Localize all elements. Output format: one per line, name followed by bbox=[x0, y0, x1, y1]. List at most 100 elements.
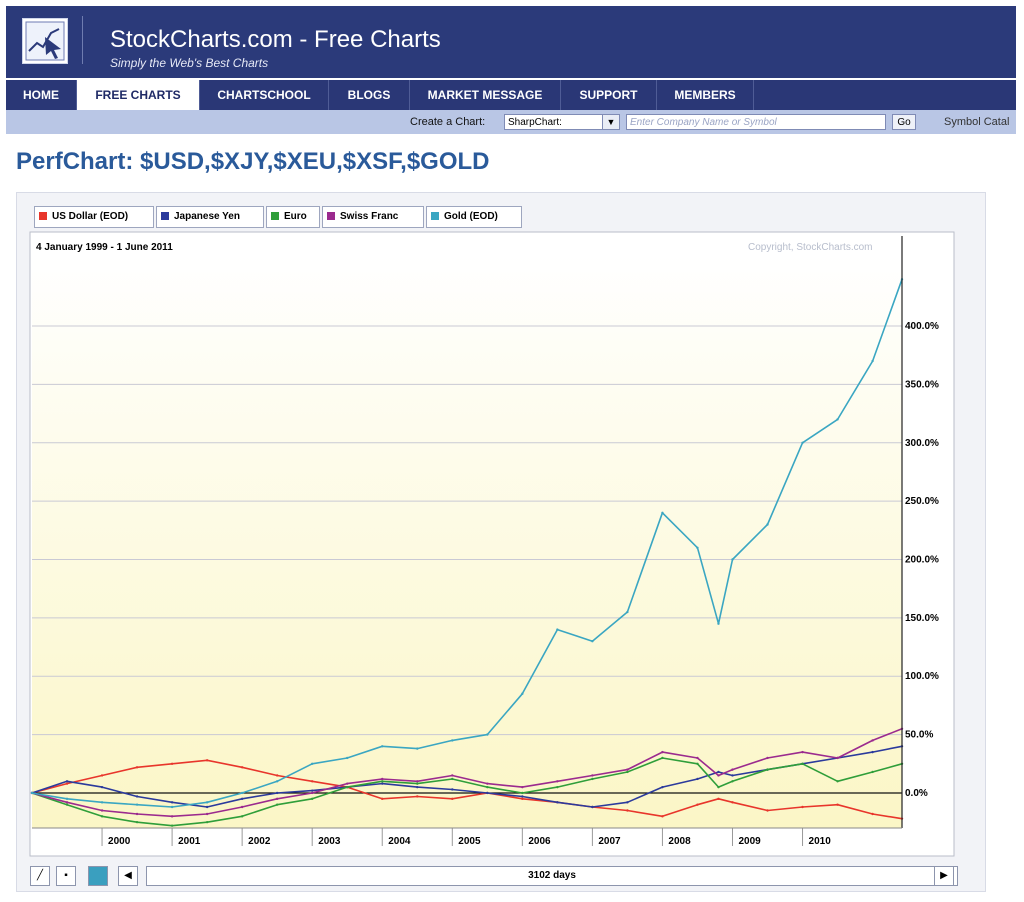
data-point bbox=[135, 803, 139, 806]
data-point bbox=[766, 809, 769, 812]
nav-free-charts[interactable]: FREE CHARTS bbox=[77, 80, 200, 110]
data-point bbox=[416, 785, 419, 789]
y-tick-label: 200.0% bbox=[905, 555, 939, 566]
data-point bbox=[100, 809, 104, 812]
stockcharts-logo[interactable] bbox=[22, 18, 68, 64]
legend-japanese-yen[interactable]: Japanese Yen bbox=[156, 206, 264, 228]
legend-swatch bbox=[161, 212, 169, 220]
site-tagline: Simply the Web's Best Charts bbox=[110, 56, 269, 70]
legend-swiss-franc[interactable]: Swiss Franc bbox=[322, 206, 424, 228]
data-point bbox=[381, 780, 384, 783]
data-point bbox=[381, 782, 384, 785]
data-point bbox=[416, 780, 419, 783]
legend-swatch bbox=[431, 212, 439, 220]
data-point bbox=[170, 815, 174, 818]
data-point bbox=[240, 797, 244, 801]
data-point bbox=[205, 805, 209, 809]
data-point bbox=[205, 759, 209, 762]
time-scrollbar[interactable]: 3102 days bbox=[146, 866, 958, 886]
legend-gold[interactable]: Gold (EOD) bbox=[426, 206, 522, 228]
symbol-catalog-link[interactable]: Symbol Catal bbox=[944, 116, 1010, 128]
data-point bbox=[801, 750, 804, 754]
data-point bbox=[521, 797, 524, 801]
data-point bbox=[766, 523, 769, 526]
data-point bbox=[240, 791, 244, 795]
data-point bbox=[836, 418, 839, 421]
data-point bbox=[275, 791, 279, 795]
data-point bbox=[556, 628, 559, 631]
data-point bbox=[626, 770, 629, 774]
data-point bbox=[486, 785, 489, 789]
legend-label: Swiss Franc bbox=[340, 211, 399, 222]
legend-label: Japanese Yen bbox=[174, 211, 240, 222]
site-title[interactable]: StockCharts.com - Free Charts bbox=[110, 26, 441, 53]
legend-us-dollar[interactable]: US Dollar (EOD) bbox=[34, 206, 154, 228]
data-point bbox=[65, 803, 69, 806]
data-point bbox=[731, 558, 734, 561]
nav-blogs[interactable]: BLOGS bbox=[329, 80, 410, 110]
data-point bbox=[205, 801, 209, 804]
x-tick-label: 2002 bbox=[248, 836, 271, 847]
header-divider bbox=[82, 16, 83, 64]
date-range-label: 4 January 1999 - 1 June 2011 bbox=[36, 242, 173, 253]
nav-support[interactable]: SUPPORT bbox=[561, 80, 657, 110]
candlestick-icon[interactable]: ▪ bbox=[56, 866, 76, 886]
data-point bbox=[310, 789, 314, 792]
nav-members[interactable]: MEMBERS bbox=[657, 80, 754, 110]
data-point bbox=[591, 640, 594, 643]
legend-swatch bbox=[39, 212, 47, 220]
data-point bbox=[135, 766, 139, 769]
data-point bbox=[871, 359, 874, 363]
chart-logo-icon bbox=[25, 21, 65, 61]
data-point bbox=[556, 785, 559, 789]
data-point bbox=[416, 782, 419, 785]
scroll-left-arrow[interactable]: ◀ bbox=[118, 866, 138, 886]
create-chart-label: Create a Chart: bbox=[410, 116, 486, 128]
data-point bbox=[731, 801, 734, 804]
data-point bbox=[100, 801, 104, 804]
x-tick-label: 2005 bbox=[458, 836, 481, 847]
scroll-right-arrow[interactable]: ▶ bbox=[934, 866, 954, 886]
data-point bbox=[661, 815, 664, 818]
data-point bbox=[696, 756, 699, 760]
data-point bbox=[836, 756, 839, 760]
data-point bbox=[521, 795, 524, 798]
data-point bbox=[801, 805, 804, 809]
data-point bbox=[717, 785, 720, 789]
chart-type-select[interactable]: SharpChart: ▼ bbox=[504, 114, 620, 130]
data-point bbox=[135, 795, 139, 798]
data-point bbox=[521, 692, 524, 695]
data-point bbox=[836, 780, 839, 783]
data-point bbox=[486, 791, 489, 795]
data-point bbox=[717, 622, 720, 625]
x-tick-label: 2010 bbox=[809, 836, 832, 847]
line-chart-icon[interactable]: ╱ bbox=[30, 866, 50, 886]
y-tick-label: 250.0% bbox=[905, 496, 939, 507]
data-point bbox=[836, 803, 839, 806]
data-point bbox=[486, 782, 489, 785]
nav-chartschool[interactable]: CHARTSCHOOL bbox=[200, 80, 329, 110]
data-point bbox=[626, 768, 629, 771]
data-point bbox=[731, 780, 734, 783]
x-tick-label: 2007 bbox=[598, 836, 621, 847]
legend-label: Gold (EOD) bbox=[444, 211, 498, 222]
data-point bbox=[416, 747, 419, 750]
nav-market-message[interactable]: MARKET MESSAGE bbox=[410, 80, 561, 110]
nav-home[interactable]: HOME bbox=[6, 80, 77, 110]
page-title: PerfChart: $USD,$XJY,$XEU,$XSF,$GOLD bbox=[16, 148, 490, 175]
data-point bbox=[661, 756, 664, 760]
legend-euro[interactable]: Euro bbox=[266, 206, 320, 228]
chevron-down-icon[interactable]: ▼ bbox=[602, 115, 619, 129]
legend-label: US Dollar (EOD) bbox=[52, 211, 129, 222]
symbol-search-input[interactable]: Enter Company Name or Symbol bbox=[626, 114, 886, 130]
data-point bbox=[451, 777, 454, 781]
data-point bbox=[30, 791, 34, 795]
data-point bbox=[170, 805, 174, 809]
go-button[interactable]: Go bbox=[892, 114, 916, 130]
data-point bbox=[100, 815, 104, 818]
data-point bbox=[591, 774, 594, 777]
data-point bbox=[451, 797, 454, 801]
color-picker-icon[interactable] bbox=[88, 866, 108, 886]
data-point bbox=[801, 441, 804, 444]
data-point bbox=[521, 791, 524, 795]
